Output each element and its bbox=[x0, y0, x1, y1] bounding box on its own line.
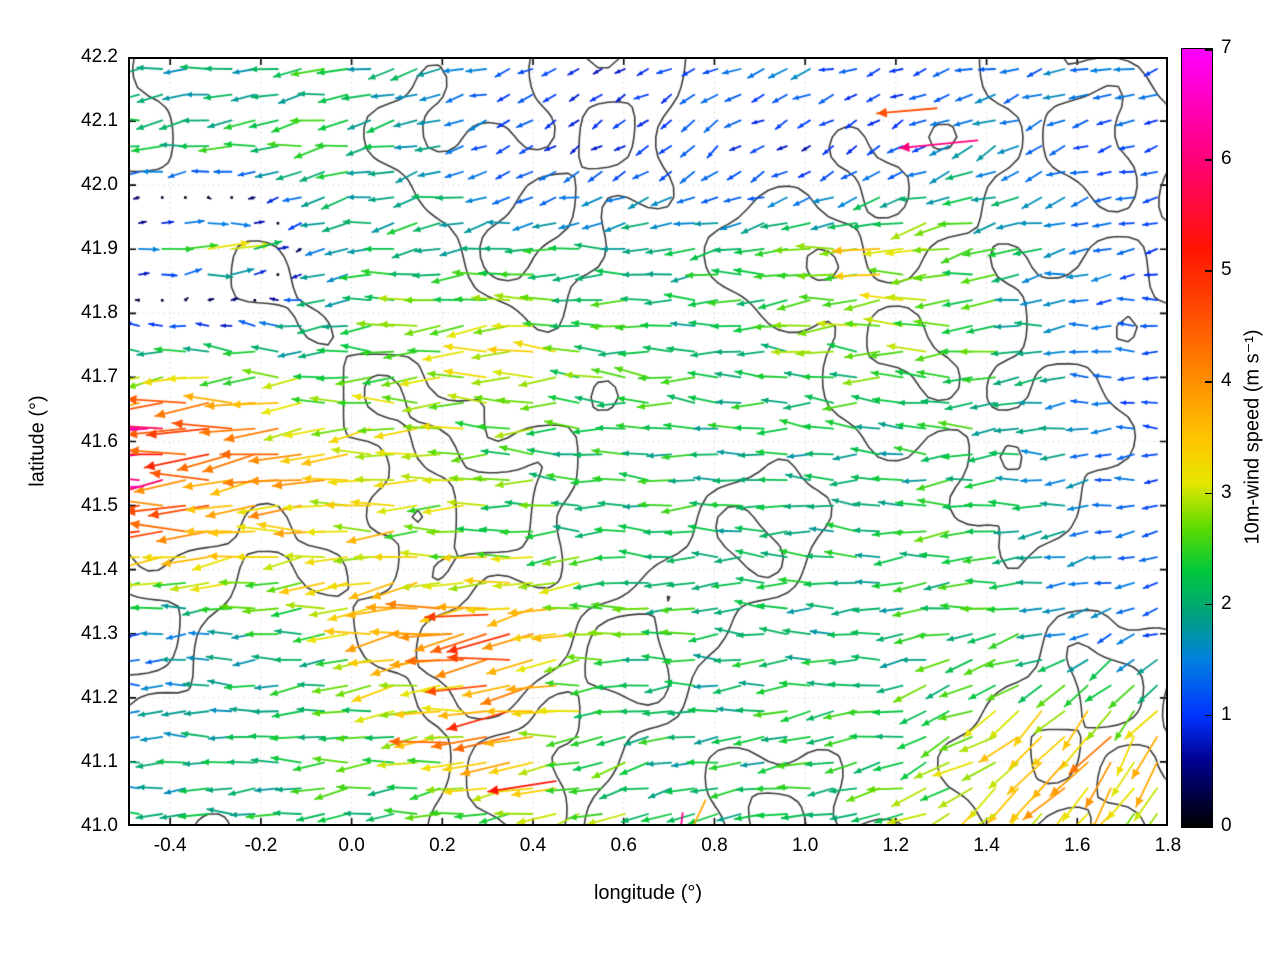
x-tick-label: 0.4 bbox=[519, 835, 547, 856]
y-tick-label: 42.0 bbox=[81, 174, 118, 196]
y-tick-label: 41.9 bbox=[81, 238, 118, 260]
colorbar-tick-label: 3 bbox=[1221, 481, 1232, 503]
x-tick-label: 1.2 bbox=[882, 835, 910, 856]
colorbar-tick-label: 4 bbox=[1221, 370, 1232, 392]
x-tick-label: 0.8 bbox=[701, 835, 728, 856]
x-axis-label: longitude (°) bbox=[593, 882, 703, 904]
colorbar-tick-mark bbox=[1205, 381, 1212, 383]
y-tick-label: 42.2 bbox=[81, 46, 118, 67]
colorbar-tick-mark bbox=[1205, 492, 1212, 495]
x-tick-label: 0.6 bbox=[610, 835, 637, 856]
x-tick-label: 0.2 bbox=[429, 835, 456, 856]
colorbar bbox=[1181, 48, 1213, 828]
colorbar-label: 10m-wind speed (m s⁻¹) bbox=[1241, 329, 1264, 545]
y-tick-label: 41.3 bbox=[81, 622, 118, 644]
y-tick-label: 42.1 bbox=[81, 110, 118, 132]
x-tick-label: 1.8 bbox=[1154, 835, 1182, 856]
y-axis-label: latitude (°) bbox=[26, 395, 49, 487]
y-tick-label: 41.0 bbox=[81, 815, 118, 836]
y-tick-label: 41.4 bbox=[81, 558, 118, 580]
x-tick-label: -0.2 bbox=[244, 835, 278, 856]
colorbar-gradient bbox=[1182, 49, 1212, 827]
y-tick-label: 41.8 bbox=[81, 302, 118, 324]
colorbar-tick-mark bbox=[1205, 714, 1212, 717]
x-tick-label: 1.0 bbox=[791, 835, 819, 856]
colorbar-tick-label: 5 bbox=[1221, 259, 1232, 281]
colorbar-tick-label: 6 bbox=[1221, 148, 1232, 170]
colorbar-tick-label: 2 bbox=[1221, 592, 1232, 614]
colorbar-tick-label: 0 bbox=[1221, 815, 1232, 836]
plot-canvas bbox=[128, 57, 1168, 826]
y-tick-label: 41.7 bbox=[81, 366, 118, 388]
y-tick-label: 41.6 bbox=[81, 430, 118, 452]
x-tick-label: 1.4 bbox=[973, 835, 1000, 856]
colorbar-tick-mark bbox=[1205, 603, 1212, 606]
x-tick-label: 1.6 bbox=[1064, 835, 1091, 856]
y-tick-label: 41.5 bbox=[81, 494, 118, 516]
y-tick-label: 41.1 bbox=[81, 750, 118, 772]
x-tick-label: 0.0 bbox=[338, 835, 365, 856]
colorbar-tick-mark bbox=[1205, 824, 1212, 826]
colorbar-tick-label: 1 bbox=[1221, 703, 1232, 725]
colorbar-tick-mark bbox=[1205, 159, 1212, 161]
y-tick-label: 41.2 bbox=[81, 686, 118, 708]
colorbar-tick-label: 7 bbox=[1221, 37, 1232, 58]
colorbar-tick-mark bbox=[1205, 270, 1212, 272]
x-tick-label: -0.4 bbox=[153, 835, 187, 856]
colorbar-tick-mark bbox=[1205, 49, 1212, 51]
